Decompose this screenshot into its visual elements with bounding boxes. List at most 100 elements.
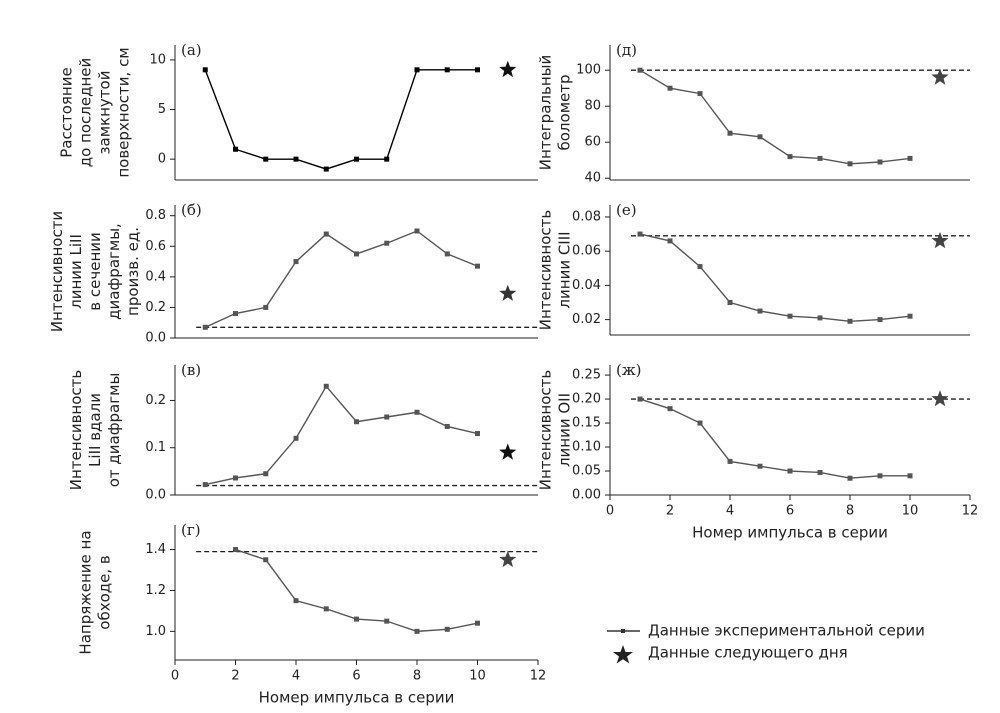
data-point xyxy=(233,475,238,481)
x-tick-label: 2 xyxy=(666,504,674,519)
data-point xyxy=(233,311,238,317)
y-tick-label: 40 xyxy=(584,171,601,186)
next-day-star xyxy=(499,60,517,78)
data-point xyxy=(697,264,703,270)
y-tick-label: 0.02 xyxy=(572,312,601,327)
next-day-star xyxy=(931,390,949,407)
series-line xyxy=(205,385,478,486)
data-point xyxy=(384,618,390,624)
series-line xyxy=(204,69,478,170)
panel-label: (б) xyxy=(181,201,202,219)
y-axis-label-line: Интенсивность xyxy=(67,370,85,490)
y-axis-label-line: поверхности, см xyxy=(114,47,132,177)
panel-label: (в) xyxy=(181,361,201,379)
series-line xyxy=(639,233,911,323)
panel-label: (е) xyxy=(616,201,637,219)
data-point xyxy=(293,435,299,441)
panel-label: (ж) xyxy=(616,361,642,379)
x-tick-label: 4 xyxy=(292,669,300,684)
data-point xyxy=(323,383,329,389)
panel-label: (а) xyxy=(181,41,202,59)
legend-label: Данные следующего дня xyxy=(648,644,848,662)
y-tick-label: 0.8 xyxy=(145,208,166,223)
data-point xyxy=(354,419,359,425)
y-tick-label: 0.0 xyxy=(145,488,166,503)
x-axis-label: Номер импульса в серии xyxy=(259,689,455,707)
y-tick-label: 0.0 xyxy=(145,331,166,346)
y-tick-label: 0.2 xyxy=(145,300,166,315)
data-point xyxy=(323,231,329,237)
y-axis-label: Интенсивностьлинии OII xyxy=(536,370,573,490)
data-point xyxy=(817,155,823,161)
y-axis-label-line: Напряжение на xyxy=(76,530,94,654)
y-axis-label: Расстояниедо последнейзамкнутойповерхнос… xyxy=(57,47,132,177)
y-axis-label: Напряжение наобходе, в xyxy=(76,530,113,654)
data-point xyxy=(757,308,763,314)
data-point xyxy=(757,463,763,469)
data-point xyxy=(354,156,359,162)
data-point xyxy=(727,458,733,464)
data-point xyxy=(263,156,269,162)
data-point xyxy=(202,324,208,330)
data-point xyxy=(263,557,269,563)
legend-star xyxy=(613,645,633,664)
y-tick-label: 0.6 xyxy=(145,239,166,254)
data-point xyxy=(293,598,299,604)
data-point xyxy=(354,251,359,257)
y-tick-label: 0.2 xyxy=(145,393,166,408)
y-tick-label: 10 xyxy=(149,52,166,67)
x-tick-label: 10 xyxy=(469,669,486,684)
data-point xyxy=(414,409,420,415)
y-axis-label-line: от диафрагмы xyxy=(105,373,123,488)
data-point xyxy=(475,263,480,269)
y-axis-label: Интенсивностилинии LiIIв сечениидиафрагм… xyxy=(48,211,142,332)
data-point xyxy=(817,315,823,321)
data-point xyxy=(637,67,643,73)
data-point xyxy=(233,146,238,152)
y-axis-label-line: линии LiII xyxy=(67,234,85,309)
data-point xyxy=(877,317,883,323)
data-point xyxy=(637,231,643,237)
y-tick-label: 100 xyxy=(576,63,601,78)
data-point xyxy=(787,313,793,319)
x-tick-label: 6 xyxy=(352,669,360,684)
y-tick-label: 80 xyxy=(584,99,601,114)
x-tick-label: 2 xyxy=(231,669,239,684)
data-point xyxy=(847,161,853,167)
data-point xyxy=(384,156,390,162)
data-point xyxy=(697,91,703,97)
y-axis-label-line: Интенсивности xyxy=(48,211,66,332)
y-axis-label-line: Интегральный xyxy=(536,55,554,170)
data-point xyxy=(444,626,450,632)
data-point xyxy=(233,547,238,553)
data-point xyxy=(667,238,673,244)
x-tick-label: 10 xyxy=(902,504,919,519)
data-point xyxy=(444,67,450,73)
next-day-star xyxy=(499,443,517,460)
y-tick-label: 0.15 xyxy=(572,416,601,431)
x-axis-label: Номер импульса в серии xyxy=(692,524,888,542)
y-axis-label: Интенсивностьлинии CIII xyxy=(536,210,573,330)
data-point xyxy=(757,134,763,140)
x-tick-label: 0 xyxy=(171,669,179,684)
x-tick-label: 12 xyxy=(530,669,547,684)
x-tick-label: 6 xyxy=(786,504,794,519)
y-tick-label: 1.0 xyxy=(145,624,166,639)
data-point xyxy=(202,482,208,488)
y-tick-label: 0.06 xyxy=(572,244,601,259)
data-point xyxy=(847,475,853,481)
data-point xyxy=(444,423,450,429)
panel-label: (г) xyxy=(181,521,201,539)
data-point xyxy=(877,159,883,165)
y-tick-label: 0.20 xyxy=(572,392,601,407)
x-tick-label: 4 xyxy=(726,504,734,519)
data-point xyxy=(323,166,329,172)
legend-point xyxy=(621,629,625,633)
x-tick-label: 12 xyxy=(962,504,979,519)
y-axis-label-line: линии OII xyxy=(555,393,573,467)
data-point xyxy=(667,85,673,91)
data-point xyxy=(907,473,913,479)
y-tick-label: 0.25 xyxy=(572,368,601,383)
data-point xyxy=(817,469,823,475)
